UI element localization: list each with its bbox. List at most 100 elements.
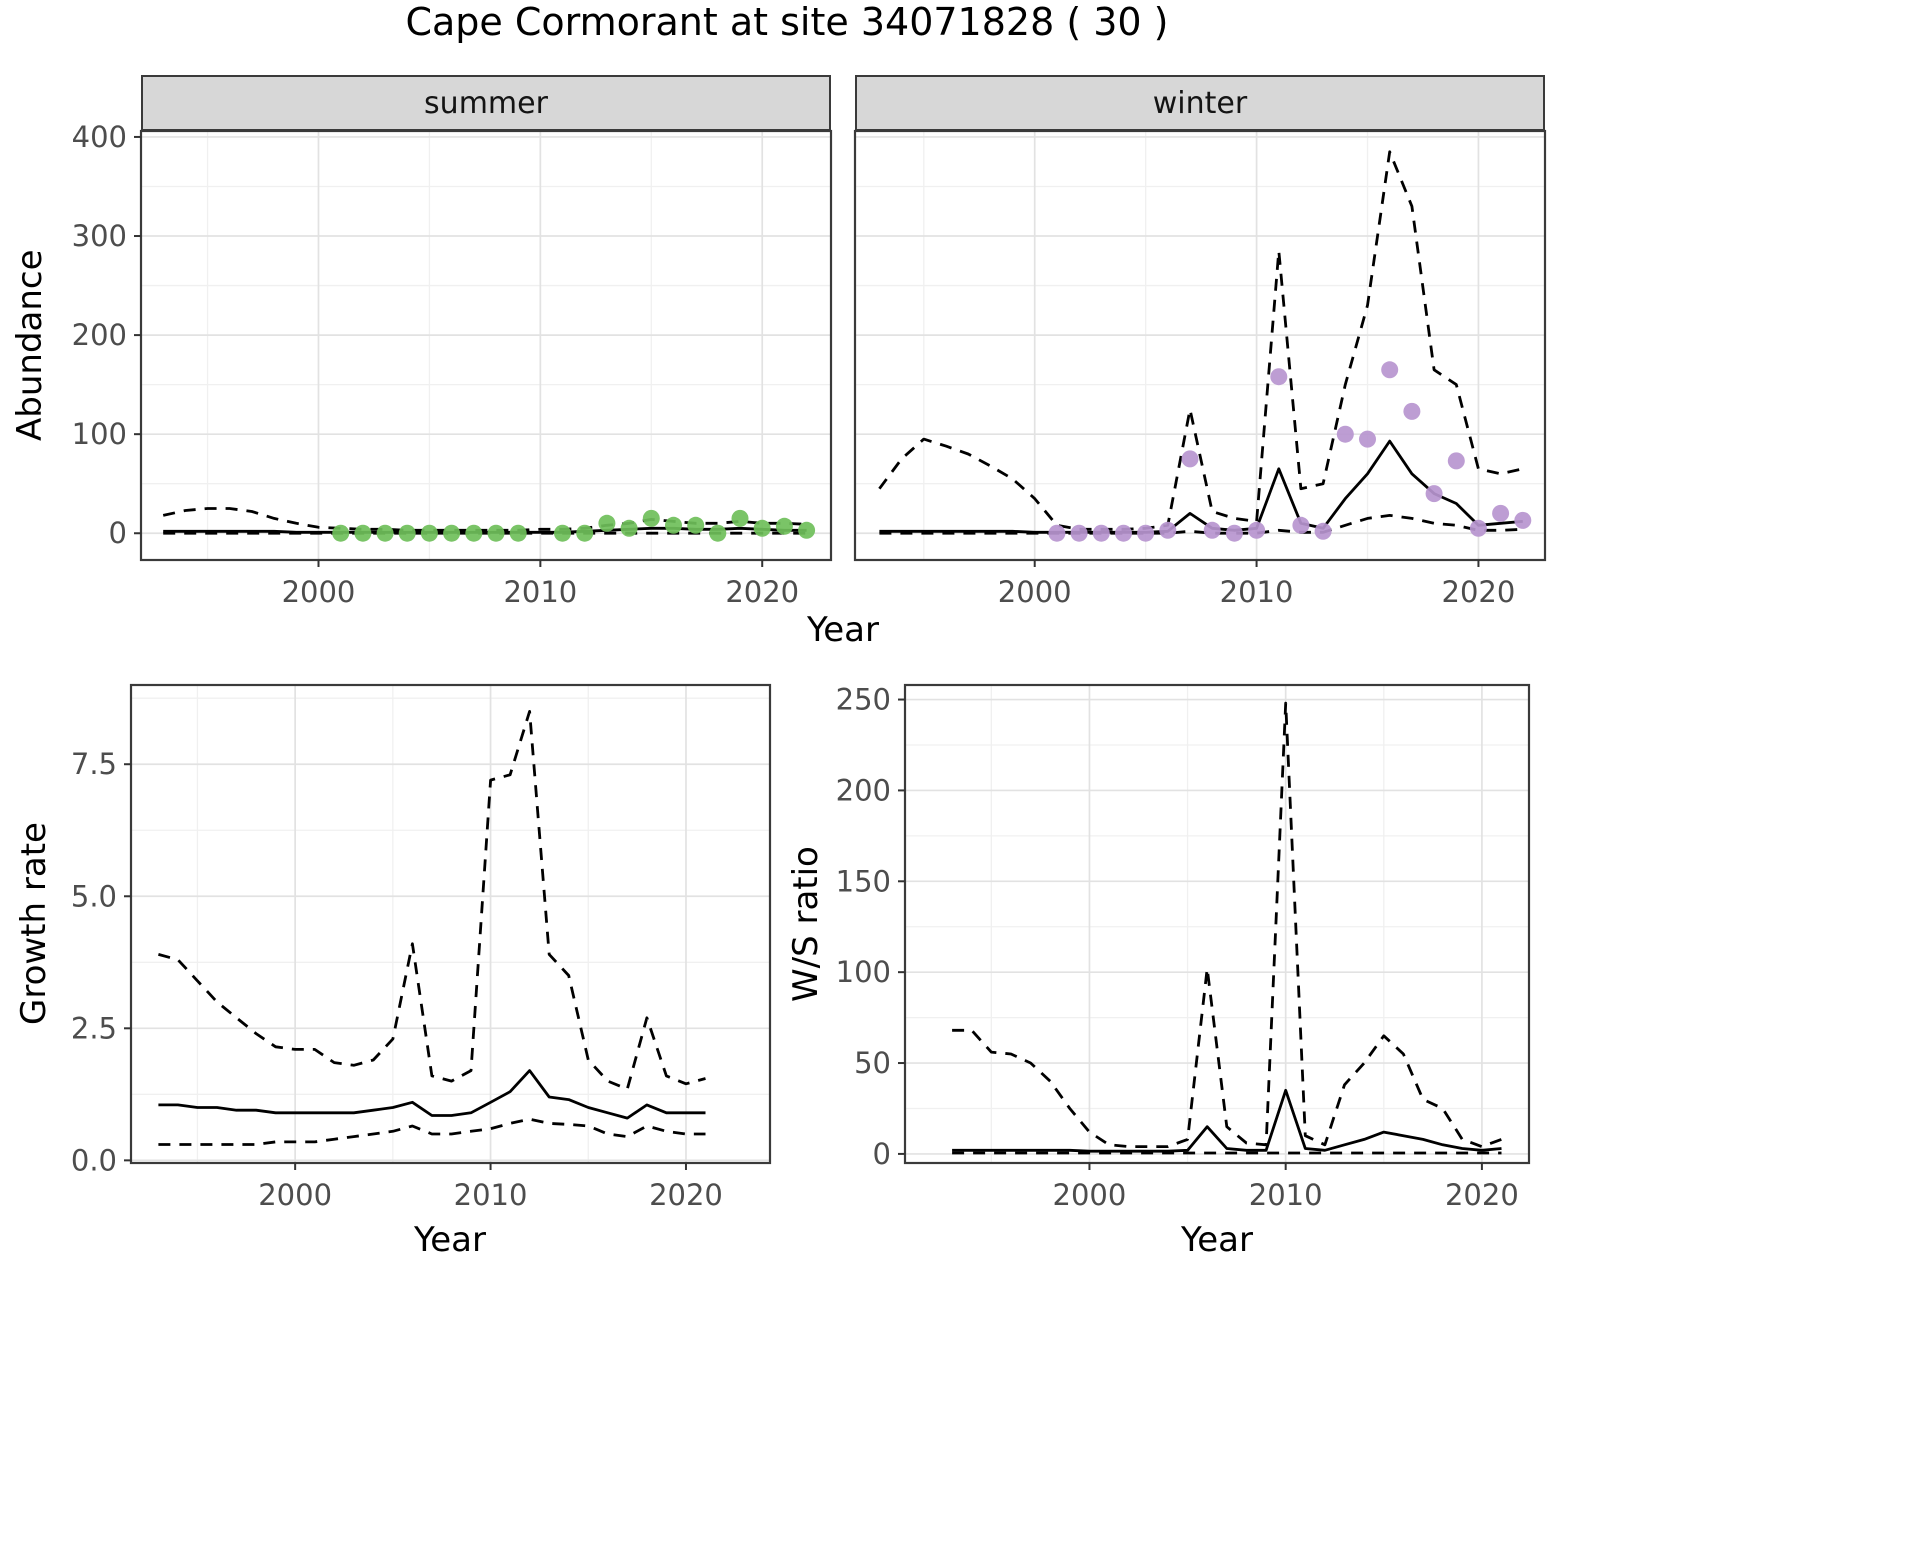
facet-label-summer: summer <box>424 85 548 121</box>
observation-point <box>1137 524 1155 542</box>
observation-point <box>554 524 571 542</box>
panel-background <box>905 685 1529 1163</box>
observation-point <box>465 524 483 542</box>
panel-border <box>139 129 833 562</box>
observation-point <box>1425 485 1443 503</box>
observation-point <box>1492 504 1510 522</box>
observation-point <box>642 509 660 527</box>
observation-point <box>687 516 705 534</box>
y-tick-label: 200 <box>836 773 891 807</box>
observation-point <box>620 519 638 537</box>
observation-point <box>576 524 594 542</box>
ci_lower-line <box>879 514 1523 535</box>
observation-point <box>509 524 527 542</box>
y-axis-title-growth-rate: Growth rate <box>14 822 54 1026</box>
y-tick-label: 400 <box>72 123 127 154</box>
x-axis-title-growth-rate: Year <box>414 1220 486 1260</box>
median-line <box>879 439 1523 534</box>
plot-panel-growth-rate: 2000 2010 2020 0.0 2.5 5.0 7.5 <box>55 677 776 1223</box>
y-tick-label: 250 <box>836 683 891 717</box>
observation-point <box>1070 524 1088 542</box>
y-axis-title-abundance: Abundance <box>10 249 50 442</box>
observation-point <box>376 524 394 542</box>
observation-point <box>443 524 461 542</box>
chart-svg-ws_ratio: 2000 2010 2020 0 50 100 150 200 250 <box>836 683 1531 1212</box>
observation-point <box>1447 452 1465 470</box>
y-tick-label: 7.5 <box>71 747 117 781</box>
x-tick-label: 2010 <box>1220 575 1294 609</box>
observation-point <box>398 524 416 542</box>
observation-point <box>1469 519 1487 537</box>
observation-point <box>775 517 793 535</box>
observation-point <box>487 524 505 542</box>
x-tick-label: 2020 <box>1445 1178 1519 1212</box>
plot-panel-abundance-winter: 2000 2010 2020 <box>845 123 1553 622</box>
observation-point <box>1225 524 1243 542</box>
panel-background <box>141 131 831 560</box>
figure-title: Cape Cormorant at site 34071828 ( 30 ) <box>405 0 1169 44</box>
observation-point <box>1403 402 1421 420</box>
x-tick-label: 2010 <box>1249 1178 1323 1212</box>
ci_upper-line <box>952 701 1502 1148</box>
chart-svg-abundance_summer: 2000 2010 2020 0 100 200 300 400 <box>72 120 833 609</box>
observation-point <box>709 524 727 542</box>
ci_upper-line <box>158 710 706 1091</box>
observation-point <box>1248 521 1266 539</box>
observation-point <box>420 524 438 542</box>
ci_upper-line <box>162 507 807 532</box>
y-tick-label: 5.0 <box>71 879 117 913</box>
y-tick-label: 0 <box>109 516 127 550</box>
x-tick-label: 2020 <box>725 575 799 609</box>
observation-point <box>731 509 749 527</box>
panel-border <box>129 683 772 1165</box>
observation-point <box>1359 430 1376 448</box>
chart-svg-growth_rate: 2000 2010 2020 0.0 2.5 5.0 7.5 <box>71 683 772 1212</box>
observation-point <box>1336 425 1354 443</box>
observation-point <box>1314 522 1332 540</box>
y-tick-label: 100 <box>836 955 891 989</box>
x-axis-title-abundance: Year <box>807 610 879 650</box>
x-axis-title-ws-ratio: Year <box>1181 1220 1253 1260</box>
median-line <box>158 1069 706 1120</box>
observation-point <box>665 516 682 534</box>
x-tick-label: 2010 <box>503 575 577 609</box>
x-tick-label: 2000 <box>1053 1178 1127 1212</box>
x-tick-label: 2010 <box>454 1178 528 1212</box>
observation-point <box>1115 524 1132 542</box>
ci_lower-line <box>158 1117 706 1146</box>
x-tick-label: 2000 <box>282 575 356 609</box>
facet-label-winter: winter <box>1152 85 1248 121</box>
plot-panel-ws-ratio: 2000 2010 2020 0 50 100 150 200 250 <box>823 677 1535 1223</box>
panel-border <box>853 129 1547 562</box>
observation-point <box>1381 361 1399 379</box>
x-tick-label: 2000 <box>998 575 1072 609</box>
x-tick-label: 2000 <box>258 1178 332 1212</box>
observation-point <box>1159 521 1177 539</box>
plot-panel-abundance-summer: 2000 2010 2020 0 100 200 300 400 <box>61 120 837 622</box>
panel-background <box>131 685 770 1163</box>
observation-point <box>1292 516 1310 534</box>
panel-border <box>903 683 1531 1165</box>
observation-point <box>1181 450 1199 468</box>
observation-point <box>753 519 771 537</box>
observation-point <box>1203 521 1221 539</box>
y-tick-label: 100 <box>72 417 127 451</box>
observation-point <box>1270 368 1288 386</box>
observation-point <box>354 524 372 542</box>
observation-point <box>598 514 616 532</box>
y-tick-label: 200 <box>72 318 127 352</box>
y-tick-label: 300 <box>72 219 127 253</box>
median-line <box>952 1088 1502 1153</box>
observation-point <box>1514 511 1532 529</box>
observation-point <box>1048 524 1066 542</box>
ci_upper-line <box>878 150 1524 531</box>
chart-svg-abundance_winter: 2000 2010 2020 <box>853 129 1547 609</box>
facet-strip-summer: summer <box>141 75 831 131</box>
y-tick-label: 150 <box>836 864 891 898</box>
observation-point <box>798 521 816 539</box>
y-tick-label: 0 <box>873 1137 891 1171</box>
y-tick-label: 50 <box>854 1046 891 1080</box>
y-tick-label: 0.0 <box>71 1143 117 1177</box>
observation-point <box>1092 524 1110 542</box>
